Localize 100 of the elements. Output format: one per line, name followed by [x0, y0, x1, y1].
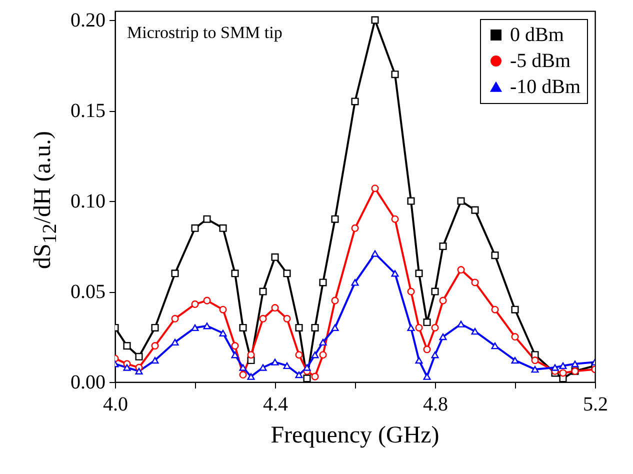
- point: [331, 324, 339, 332]
- point: [407, 324, 415, 332]
- y-tick-label: 0.20: [70, 10, 106, 32]
- point: [239, 364, 247, 371]
- point: [531, 366, 539, 373]
- point: [457, 320, 465, 328]
- annotation: Microstrip to SMM tip: [127, 23, 282, 42]
- point: [391, 215, 399, 223]
- point: [123, 364, 131, 371]
- x-tick-label: 4.0: [103, 394, 128, 416]
- point: [423, 373, 431, 380]
- point: [203, 296, 211, 304]
- point: [471, 328, 479, 335]
- legend-label: 0 dBm: [510, 24, 564, 46]
- point: [231, 342, 239, 350]
- point: [491, 306, 499, 314]
- point: [311, 324, 319, 332]
- point: [415, 270, 423, 278]
- point: [247, 351, 255, 359]
- point: [247, 373, 255, 380]
- point: [431, 324, 439, 332]
- x-axis-title: Frequency (GHz): [270, 422, 440, 450]
- point: [303, 364, 311, 371]
- point: [171, 314, 179, 322]
- point: [303, 374, 311, 382]
- y-tick-label: 0.05: [70, 281, 106, 304]
- point: [295, 324, 303, 332]
- point: [219, 306, 227, 314]
- point: [431, 288, 439, 296]
- point: [407, 197, 415, 205]
- point: [423, 318, 431, 326]
- point: [471, 206, 479, 214]
- point: [559, 369, 567, 377]
- point: [457, 266, 465, 274]
- point: [239, 371, 247, 379]
- point: [203, 215, 211, 223]
- point: [371, 250, 379, 257]
- point: [391, 270, 399, 277]
- point: [295, 371, 303, 378]
- point: [123, 342, 131, 350]
- point: [471, 278, 479, 286]
- point: [351, 279, 359, 286]
- point: [231, 352, 239, 358]
- point: [319, 278, 327, 286]
- point: [371, 184, 379, 192]
- point: [371, 16, 379, 24]
- y-tick-label: 0.15: [70, 100, 106, 122]
- point: [135, 368, 143, 374]
- point: [219, 224, 227, 232]
- point: [283, 362, 291, 370]
- point: [423, 346, 431, 354]
- point: [571, 360, 579, 368]
- point: [407, 288, 415, 296]
- point: [457, 197, 465, 205]
- point: [231, 270, 239, 278]
- point: [219, 330, 227, 336]
- y-tick-label: 0.00: [70, 372, 106, 394]
- x-tick-label: 5.2: [583, 394, 608, 416]
- point: [295, 351, 303, 359]
- x-tick-label: 4.4: [263, 394, 288, 416]
- point: [331, 296, 339, 304]
- point: [319, 351, 327, 359]
- point: [203, 322, 211, 330]
- point: [271, 253, 279, 261]
- point: [271, 358, 279, 366]
- point: [511, 306, 519, 314]
- point: [559, 362, 567, 370]
- point: [439, 242, 447, 250]
- point: [415, 324, 423, 332]
- point: [283, 314, 291, 322]
- point: [319, 338, 327, 346]
- legend-label: -5 dBm: [510, 50, 571, 72]
- point: [259, 288, 267, 296]
- point: [391, 70, 399, 78]
- point: [415, 356, 423, 364]
- point: [351, 224, 359, 232]
- point: [151, 342, 159, 350]
- point: [551, 364, 559, 371]
- point: [191, 300, 199, 308]
- legend-label: -10 dBm: [510, 76, 581, 98]
- point: [259, 314, 267, 322]
- point: [511, 356, 519, 364]
- point: [439, 333, 447, 340]
- point: [439, 296, 447, 304]
- point: [171, 338, 179, 346]
- y-tick-label: 0.10: [70, 190, 106, 213]
- point: [239, 324, 247, 332]
- point: [191, 324, 199, 332]
- point: [331, 215, 339, 223]
- point: [311, 372, 319, 380]
- point: [271, 304, 279, 312]
- point: [135, 352, 143, 360]
- point: [491, 252, 499, 260]
- point: [151, 324, 159, 332]
- point: [431, 352, 439, 358]
- point: [171, 270, 179, 278]
- point: [283, 270, 291, 278]
- point: [531, 356, 539, 364]
- point: [311, 352, 319, 358]
- point: [191, 224, 199, 232]
